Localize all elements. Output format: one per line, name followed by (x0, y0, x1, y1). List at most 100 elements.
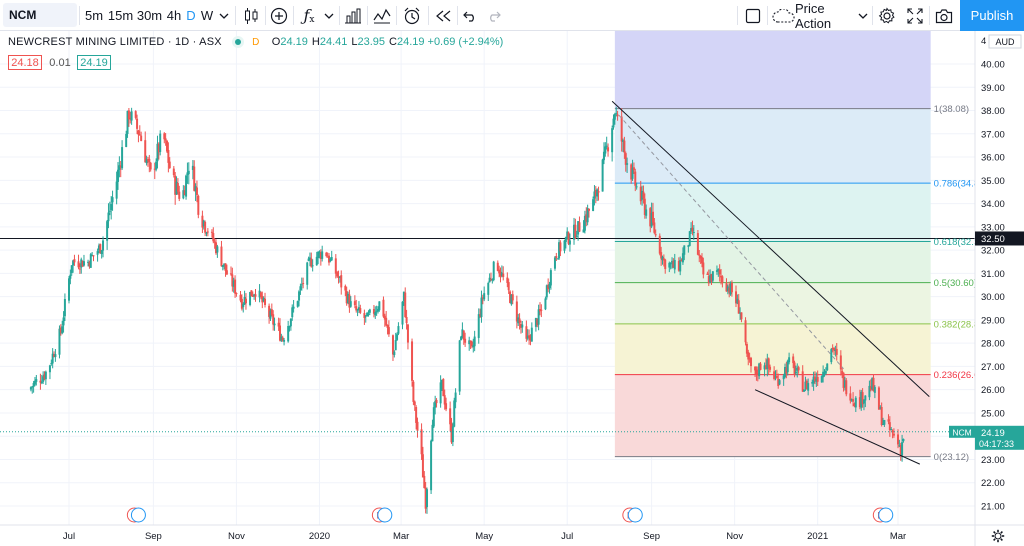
time-tick-label: Nov (228, 531, 245, 542)
candle-body (852, 399, 855, 402)
candle-body (413, 401, 416, 406)
candle-body (839, 355, 842, 370)
candle-body (816, 376, 819, 382)
candle-body (672, 261, 675, 268)
candle-body (744, 320, 747, 343)
candle-body (197, 195, 200, 215)
candle-body (613, 113, 616, 120)
candle-body (224, 263, 227, 271)
currency-label: AUD (995, 37, 1015, 47)
market-status-icon[interactable] (231, 36, 244, 48)
candle-body (519, 324, 522, 328)
candle-body (315, 256, 318, 266)
camera-icon[interactable] (933, 0, 955, 31)
templates-icon[interactable] (371, 0, 393, 31)
symbol-tag-label: NCM (952, 427, 971, 437)
candle-body (383, 315, 386, 320)
candle-body (623, 140, 626, 153)
candle-body (510, 294, 513, 305)
candle-body (182, 190, 185, 199)
candle-body (718, 269, 721, 275)
candle-body (673, 259, 676, 270)
redo-icon[interactable] (484, 0, 504, 31)
candle-body (489, 278, 492, 280)
time-tick-label: May (475, 531, 493, 542)
interval-d[interactable]: D (186, 8, 196, 23)
candle-body (671, 260, 674, 263)
axis-settings-icon[interactable] (991, 529, 1005, 543)
interval-5m[interactable]: 5m (84, 8, 104, 23)
chevron-down-icon[interactable] (856, 0, 870, 31)
candle-body (159, 133, 162, 152)
candle-body (458, 340, 461, 392)
alert-icon[interactable] (400, 0, 424, 31)
layout-name[interactable]: Price Action (795, 0, 832, 31)
rectangle-icon[interactable] (743, 0, 763, 31)
close-label: C (389, 36, 397, 48)
divider (428, 6, 429, 25)
price-tick-label: 32.00 (981, 246, 1005, 257)
candlestick-icon[interactable] (240, 0, 262, 31)
candle-body (813, 376, 816, 382)
candle-body (140, 135, 143, 141)
fullscreen-icon[interactable] (904, 0, 926, 31)
price-tick-label: 40.00 (981, 60, 1005, 71)
candle-body (234, 279, 237, 294)
candle-body (175, 181, 178, 195)
candle-body (479, 314, 482, 317)
price-tick-label: 34.00 (981, 199, 1005, 210)
candle-body (325, 252, 328, 256)
candle-body (97, 245, 100, 251)
gear-hub (994, 532, 1002, 540)
candle-body (558, 242, 561, 259)
candle-body (442, 378, 445, 397)
candle-body (707, 276, 710, 284)
add-compare-icon[interactable] (268, 0, 290, 31)
candle-body (845, 380, 848, 395)
candle-body (611, 128, 614, 153)
financials-icon[interactable] (342, 0, 364, 31)
settings-icon[interactable] (876, 0, 898, 31)
divider (872, 6, 873, 25)
symbol-title[interactable]: NEWCREST MINING LIMITED · 1D · ASX (8, 36, 222, 48)
cloud-icon[interactable] (771, 0, 797, 31)
buy-price-box[interactable]: 24.19 (77, 55, 111, 70)
candle-body (538, 309, 541, 312)
candle-body (563, 240, 566, 251)
candle-body (50, 363, 53, 365)
candle-body (592, 199, 595, 212)
fib-labels: 1(38.08) 0.786(34.88) 0.618(32.37) 0.5(30.6… (934, 104, 988, 463)
interval-w[interactable]: W (200, 8, 214, 23)
candle-body (582, 229, 585, 233)
chevron-down-icon[interactable] (216, 0, 232, 31)
interval-4h[interactable]: 4h (166, 8, 182, 23)
undo-icon[interactable] (460, 0, 480, 31)
candle-body (261, 295, 264, 303)
candle-body (607, 147, 610, 152)
candle-body (347, 293, 350, 303)
interval-15m[interactable]: 15m (107, 8, 134, 23)
candle-body (755, 369, 758, 375)
sell-price-box[interactable]: 24.18 (8, 55, 42, 70)
candle-body (273, 323, 276, 326)
candle-body (634, 171, 637, 186)
candle-body (593, 191, 596, 199)
candle-body (318, 251, 321, 254)
data-source-icon[interactable]: D (249, 36, 262, 48)
interval-30m[interactable]: 30m (136, 8, 163, 23)
symbol-search[interactable]: NCM (3, 3, 77, 27)
chevron-down-icon[interactable] (321, 0, 337, 31)
candle-body (529, 336, 532, 341)
candle-body (566, 231, 569, 239)
candle-body (174, 175, 177, 195)
candle-body (502, 273, 505, 277)
candle-body (461, 329, 464, 338)
candle-body (537, 309, 540, 325)
candle-body (564, 237, 567, 242)
publish-button[interactable]: Publish (960, 0, 1024, 31)
candle-body (775, 375, 778, 379)
candle-body (877, 387, 880, 410)
replay-icon[interactable] (432, 0, 454, 31)
